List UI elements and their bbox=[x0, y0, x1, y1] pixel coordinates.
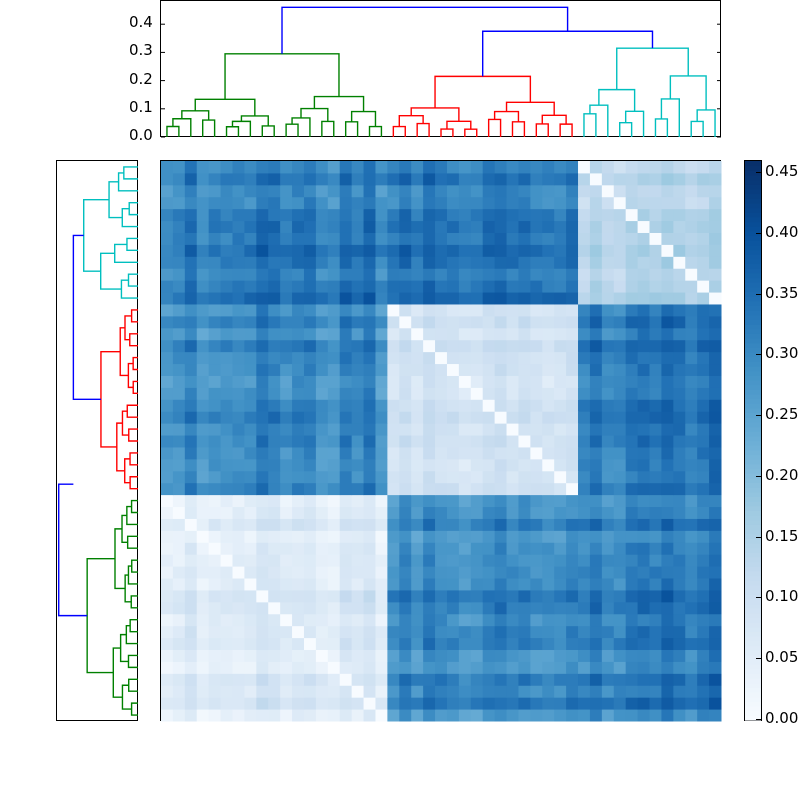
top-dendrogram-y-tick-label: 0.1 bbox=[129, 97, 153, 116]
top-dendrogram bbox=[160, 0, 721, 138]
colorbar-tick-label: 0.10 bbox=[765, 587, 799, 606]
left-dendrogram-plot bbox=[58, 166, 138, 716]
colorbar-tick bbox=[756, 475, 761, 477]
distance-matrix-heatmap bbox=[160, 160, 722, 722]
colorbar-tick bbox=[756, 293, 761, 295]
colorbar bbox=[744, 160, 762, 721]
colorbar-tick-label: 0.30 bbox=[765, 344, 799, 363]
colorbar-tick-label: 0.45 bbox=[765, 162, 799, 181]
colorbar-tick-label: 0.25 bbox=[765, 405, 799, 424]
colorbar-tick bbox=[756, 536, 761, 538]
colorbar-tick-label: 0.15 bbox=[765, 526, 799, 545]
top-dendrogram-y-tick-label: 0.2 bbox=[129, 69, 153, 88]
top-dendrogram-y-tick-label: 0.0 bbox=[129, 126, 153, 144]
left-dendrogram bbox=[56, 160, 138, 721]
colorbar-tick-label: 0.35 bbox=[765, 283, 799, 302]
top-dendrogram-plot bbox=[161, 6, 721, 138]
colorbar-tick-label: 0.40 bbox=[765, 222, 799, 241]
colorbar-tick bbox=[756, 232, 761, 234]
top-dendrogram-y-tick-label: 0.3 bbox=[129, 41, 153, 60]
colorbar-tick-label: 0.00 bbox=[765, 709, 799, 727]
colorbar-tick-label: 0.05 bbox=[765, 648, 799, 667]
colorbar-tick bbox=[756, 415, 761, 417]
colorbar-tick bbox=[756, 354, 761, 356]
colorbar-gradient bbox=[745, 161, 761, 721]
colorbar-tick bbox=[756, 597, 761, 599]
heatmap-cells bbox=[161, 161, 722, 722]
colorbar-tick bbox=[756, 719, 761, 720]
colorbar-tick-label: 0.20 bbox=[765, 465, 799, 484]
colorbar-tick bbox=[756, 658, 761, 660]
colorbar-tick bbox=[756, 172, 761, 174]
top-dendrogram-y-tick-label: 0.4 bbox=[129, 13, 153, 32]
